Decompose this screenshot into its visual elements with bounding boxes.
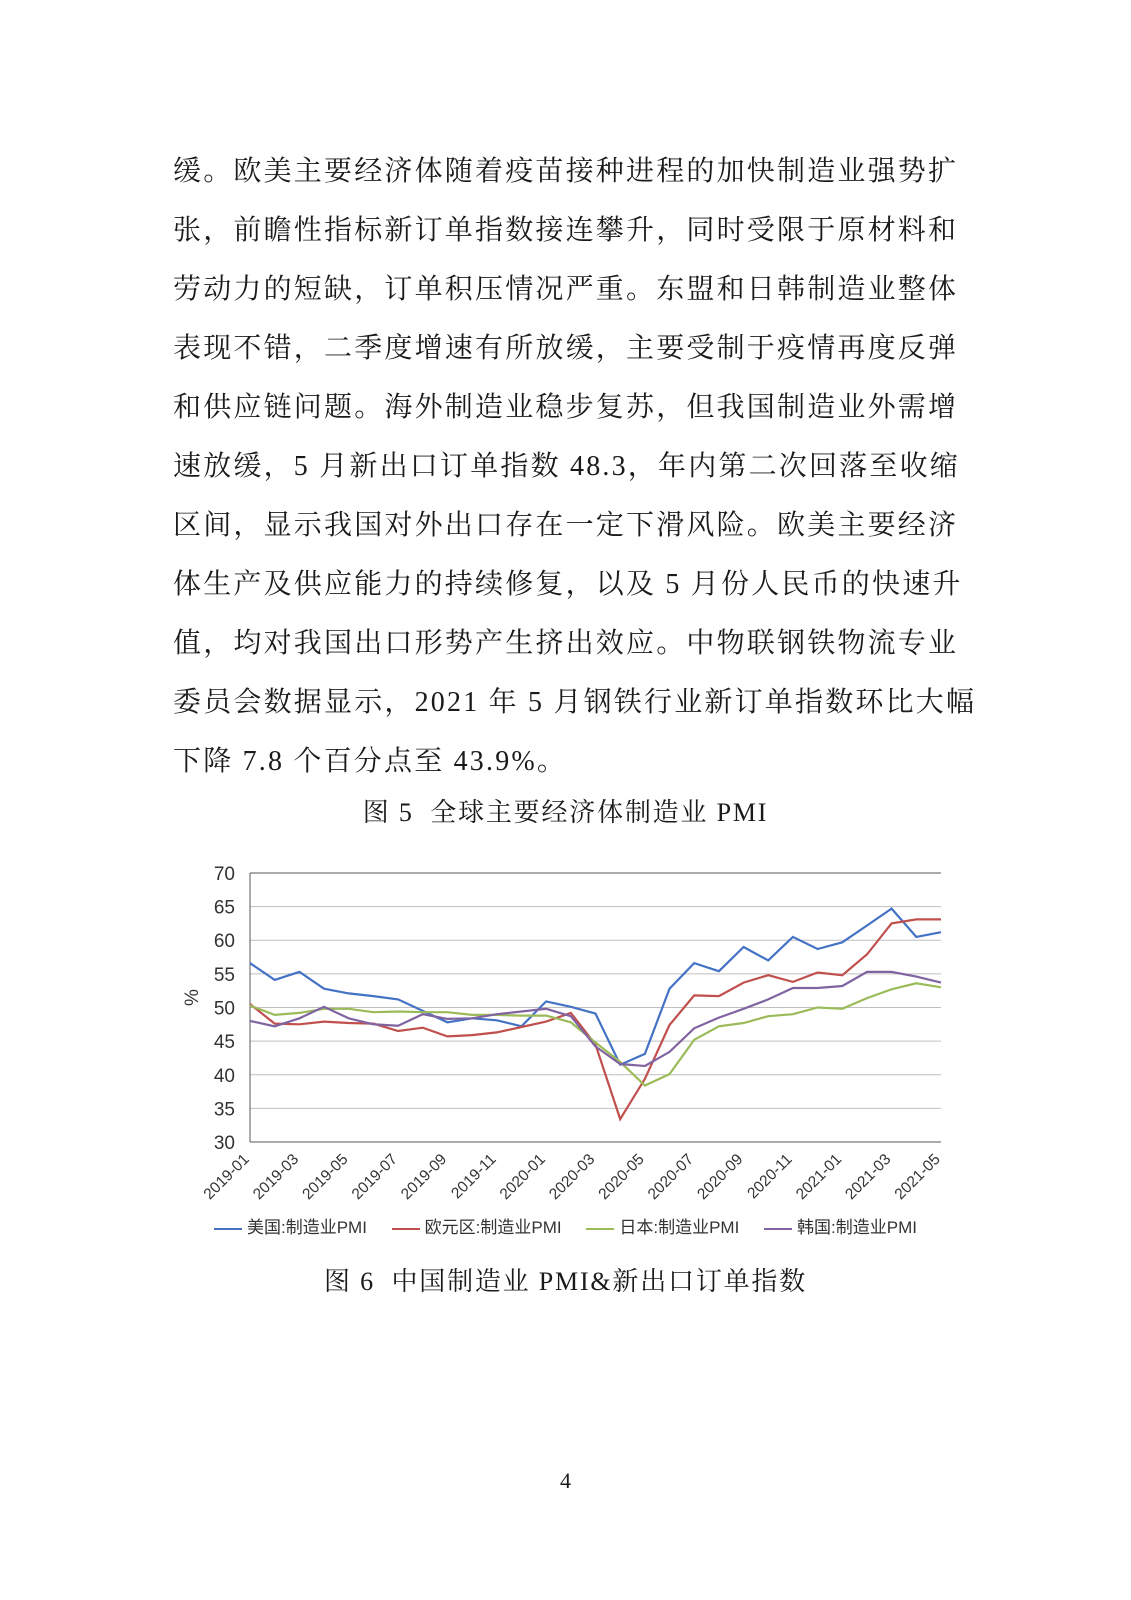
svg-text:2019-01: 2019-01 xyxy=(201,1151,253,1203)
svg-text:70: 70 xyxy=(214,864,235,885)
svg-text:2021-05: 2021-05 xyxy=(892,1151,944,1203)
svg-text:2021-03: 2021-03 xyxy=(842,1151,894,1203)
svg-text:2019-07: 2019-07 xyxy=(349,1151,401,1203)
svg-text:2019-11: 2019-11 xyxy=(448,1151,499,1202)
svg-text:2020-09: 2020-09 xyxy=(694,1151,746,1203)
svg-text:60: 60 xyxy=(214,931,235,952)
svg-text:35: 35 xyxy=(214,1099,235,1120)
svg-text:2020-01: 2020-01 xyxy=(497,1151,549,1203)
svg-text:2020-11: 2020-11 xyxy=(744,1151,795,1202)
svg-text:55: 55 xyxy=(214,965,235,986)
svg-text:2020-07: 2020-07 xyxy=(645,1151,697,1203)
svg-text:65: 65 xyxy=(214,898,235,919)
svg-text:2020-05: 2020-05 xyxy=(595,1151,647,1203)
svg-text:40: 40 xyxy=(214,1066,235,1087)
svg-text:30: 30 xyxy=(214,1133,235,1154)
svg-text:2020-03: 2020-03 xyxy=(546,1151,598,1203)
svg-text:45: 45 xyxy=(214,1032,235,1053)
svg-text:50: 50 xyxy=(214,999,235,1020)
svg-text:2019-05: 2019-05 xyxy=(299,1151,351,1203)
svg-text:2019-03: 2019-03 xyxy=(250,1151,302,1203)
svg-text:2019-09: 2019-09 xyxy=(398,1151,450,1203)
svg-text:2021-01: 2021-01 xyxy=(793,1151,845,1203)
